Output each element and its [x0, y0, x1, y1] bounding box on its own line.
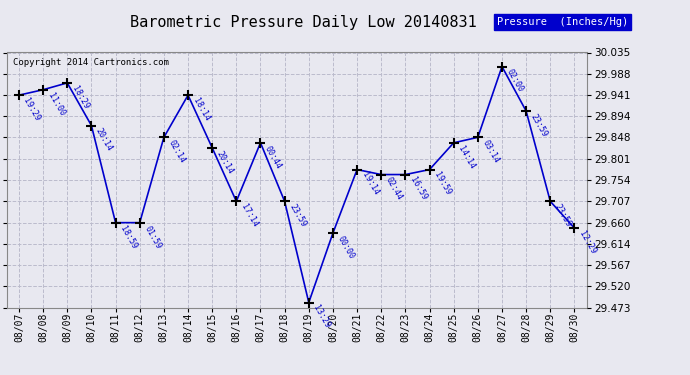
Text: 14:14: 14:14: [457, 144, 477, 170]
Text: 20:14: 20:14: [215, 149, 235, 176]
Text: 02:44: 02:44: [384, 176, 404, 202]
Text: 02:00: 02:00: [505, 68, 525, 94]
Text: 18:29: 18:29: [70, 84, 90, 111]
Text: 00:00: 00:00: [336, 234, 356, 261]
Text: 20:14: 20:14: [95, 127, 115, 153]
Text: 18:14: 18:14: [191, 96, 211, 123]
Text: 16:59: 16:59: [408, 176, 428, 202]
Text: 17:14: 17:14: [239, 203, 259, 229]
Text: 19:29: 19:29: [22, 96, 42, 123]
Text: 19:14: 19:14: [360, 171, 380, 197]
Text: 19:59: 19:59: [433, 171, 453, 197]
Text: 18:59: 18:59: [119, 224, 139, 250]
Text: 13:29: 13:29: [312, 304, 332, 330]
Text: 03:14: 03:14: [481, 139, 501, 165]
Text: 23:59: 23:59: [288, 203, 308, 229]
Text: 02:14: 02:14: [167, 139, 187, 165]
Text: 23:59: 23:59: [529, 112, 549, 139]
Text: 11:00: 11:00: [46, 91, 66, 117]
Text: Barometric Pressure Daily Low 20140831: Barometric Pressure Daily Low 20140831: [130, 15, 477, 30]
Text: Copyright 2014 Cartronics.com: Copyright 2014 Cartronics.com: [12, 58, 168, 67]
Text: Pressure  (Inches/Hg): Pressure (Inches/Hg): [497, 17, 628, 27]
Text: 01:59: 01:59: [143, 224, 163, 250]
Text: 23:59: 23:59: [553, 203, 573, 229]
Text: 12:29: 12:29: [578, 230, 598, 256]
Text: 00:44: 00:44: [264, 144, 284, 170]
